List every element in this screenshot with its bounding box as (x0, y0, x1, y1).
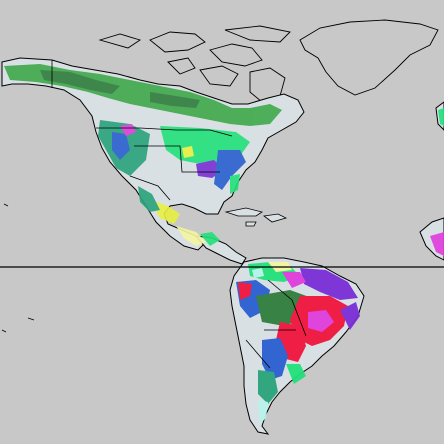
north-america-land (1, 57, 305, 251)
vegetation-south-america (236, 262, 360, 424)
small-islands (1, 203, 35, 333)
arctic-islands (98, 19, 439, 103)
caribbean-islands (224, 207, 288, 227)
country-borders (51, 60, 307, 369)
vegetation-africa (430, 108, 444, 256)
vegetation-boreal (4, 64, 282, 126)
vegetation-mexico (138, 186, 220, 246)
vegetation-temperate-na (98, 120, 250, 194)
